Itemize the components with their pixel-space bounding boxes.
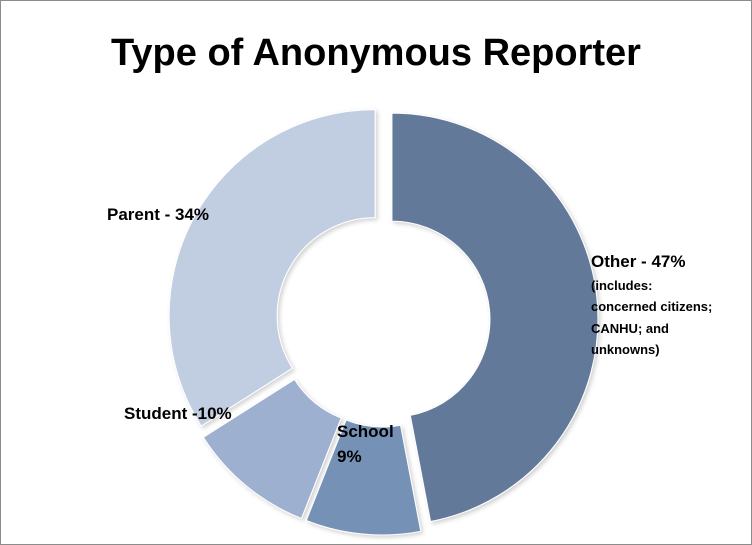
other-label-note-2: concerned citizens; <box>591 299 713 314</box>
parent-label: Parent - 34% <box>107 205 210 224</box>
student-label: Student -10% <box>124 404 232 423</box>
other-label-note-4: unknowns) <box>591 342 660 357</box>
other-label-note-3: CANHU; and <box>591 321 669 336</box>
slice-parent <box>168 109 376 427</box>
other-label-note-1: (includes: <box>591 278 653 293</box>
other-label-title: Other - 47% <box>591 252 686 271</box>
school-label-line-1: School <box>337 422 394 441</box>
slice-student <box>202 378 342 520</box>
chart-title: Type of Anonymous Reporter <box>111 32 641 74</box>
slice-school <box>305 419 422 536</box>
school-label-line-2: 9% <box>337 447 362 466</box>
slice-other <box>391 112 599 523</box>
